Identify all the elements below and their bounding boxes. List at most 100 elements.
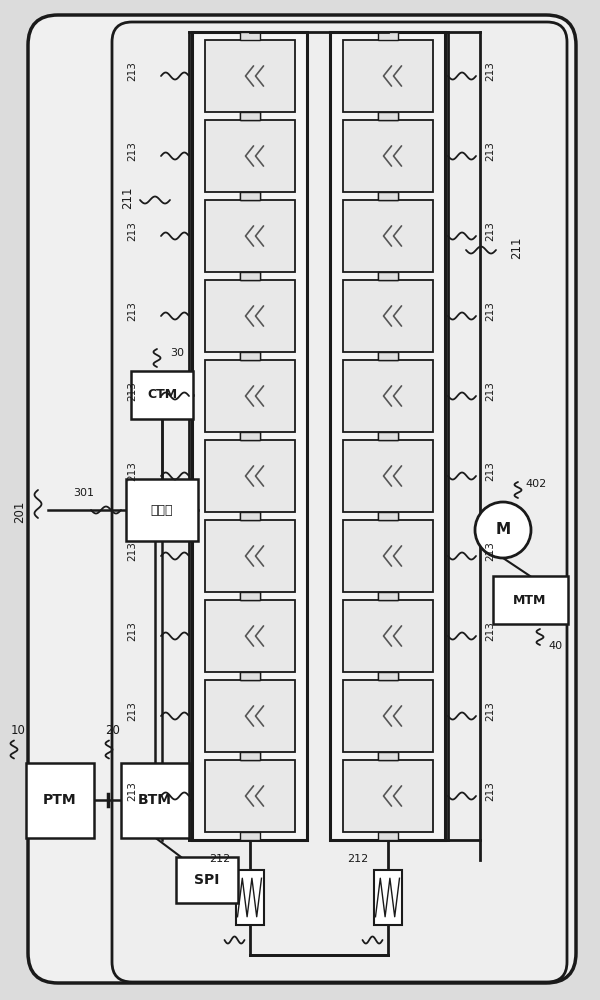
Bar xyxy=(205,200,295,272)
Text: 213: 213 xyxy=(485,141,495,161)
Text: 213: 213 xyxy=(127,461,137,481)
Bar xyxy=(176,857,238,903)
Text: 213: 213 xyxy=(127,621,137,641)
Bar xyxy=(343,120,433,192)
Text: 213: 213 xyxy=(127,701,137,721)
Bar xyxy=(205,440,295,512)
Text: 213: 213 xyxy=(485,701,495,721)
Text: 20: 20 xyxy=(106,724,121,736)
Bar xyxy=(377,352,398,360)
Text: 213: 213 xyxy=(485,621,495,641)
Bar xyxy=(377,272,398,280)
Bar xyxy=(377,272,398,280)
Bar xyxy=(205,600,295,672)
Bar xyxy=(493,576,568,624)
FancyBboxPatch shape xyxy=(112,22,567,982)
Bar xyxy=(377,752,398,760)
Text: 402: 402 xyxy=(525,479,546,489)
Bar xyxy=(239,512,260,520)
Bar xyxy=(377,112,398,120)
Text: CTM: CTM xyxy=(147,388,177,401)
Text: BTM: BTM xyxy=(138,793,172,807)
Bar xyxy=(239,192,260,200)
Bar xyxy=(239,672,260,680)
Text: 213: 213 xyxy=(485,541,495,561)
Bar xyxy=(377,592,398,600)
Bar xyxy=(239,352,260,360)
Bar xyxy=(377,592,398,600)
Bar xyxy=(239,192,260,200)
Bar xyxy=(239,592,260,600)
Bar xyxy=(343,280,433,352)
Text: 212: 212 xyxy=(347,854,368,864)
FancyBboxPatch shape xyxy=(28,15,576,983)
Text: 213: 213 xyxy=(127,301,137,321)
Bar xyxy=(377,32,398,40)
Bar xyxy=(377,672,398,680)
Text: 213: 213 xyxy=(127,781,137,801)
Text: 213: 213 xyxy=(127,541,137,561)
Bar xyxy=(343,600,433,672)
Bar xyxy=(373,870,401,925)
Bar xyxy=(377,512,398,520)
Bar xyxy=(330,32,445,840)
Bar xyxy=(205,120,295,192)
Bar xyxy=(343,680,433,752)
Bar xyxy=(131,371,193,419)
Bar xyxy=(377,192,398,200)
Bar xyxy=(205,520,295,592)
Text: 213: 213 xyxy=(127,61,137,81)
Text: M: M xyxy=(496,522,511,538)
Bar xyxy=(205,760,295,832)
Bar xyxy=(26,762,94,838)
Bar xyxy=(343,760,433,832)
Bar xyxy=(239,752,260,760)
Text: 201: 201 xyxy=(14,501,26,523)
Bar xyxy=(205,680,295,752)
Text: 211: 211 xyxy=(510,237,523,259)
Text: 213: 213 xyxy=(127,141,137,161)
Bar xyxy=(343,360,433,432)
Bar xyxy=(239,592,260,600)
Bar xyxy=(205,40,295,112)
Bar xyxy=(239,432,260,440)
Bar xyxy=(121,762,189,838)
Text: 211: 211 xyxy=(121,187,134,209)
Bar xyxy=(377,432,398,440)
Bar xyxy=(205,280,295,352)
Bar xyxy=(126,479,198,541)
Bar xyxy=(239,272,260,280)
Bar xyxy=(239,272,260,280)
Bar xyxy=(239,32,260,40)
Bar xyxy=(377,672,398,680)
Bar xyxy=(239,352,260,360)
Bar xyxy=(239,672,260,680)
Circle shape xyxy=(475,502,531,558)
Bar xyxy=(377,352,398,360)
Bar xyxy=(377,832,398,840)
Bar xyxy=(235,870,263,925)
Text: 213: 213 xyxy=(485,381,495,401)
Bar xyxy=(343,200,433,272)
Bar xyxy=(343,40,433,112)
Bar xyxy=(377,512,398,520)
Text: 213: 213 xyxy=(485,221,495,241)
Bar xyxy=(343,520,433,592)
Text: 213: 213 xyxy=(127,381,137,401)
Bar xyxy=(343,440,433,512)
Bar xyxy=(377,432,398,440)
Bar xyxy=(239,752,260,760)
Bar xyxy=(377,192,398,200)
Text: 301: 301 xyxy=(74,488,95,498)
Bar xyxy=(192,32,307,840)
Text: 213: 213 xyxy=(485,61,495,81)
Bar xyxy=(205,360,295,432)
Text: 212: 212 xyxy=(209,854,230,864)
Bar xyxy=(239,112,260,120)
Text: 30: 30 xyxy=(170,348,184,358)
Text: MTM: MTM xyxy=(514,593,547,606)
Text: 213: 213 xyxy=(485,461,495,481)
Bar xyxy=(239,512,260,520)
Text: 10: 10 xyxy=(11,724,25,736)
Bar xyxy=(377,112,398,120)
